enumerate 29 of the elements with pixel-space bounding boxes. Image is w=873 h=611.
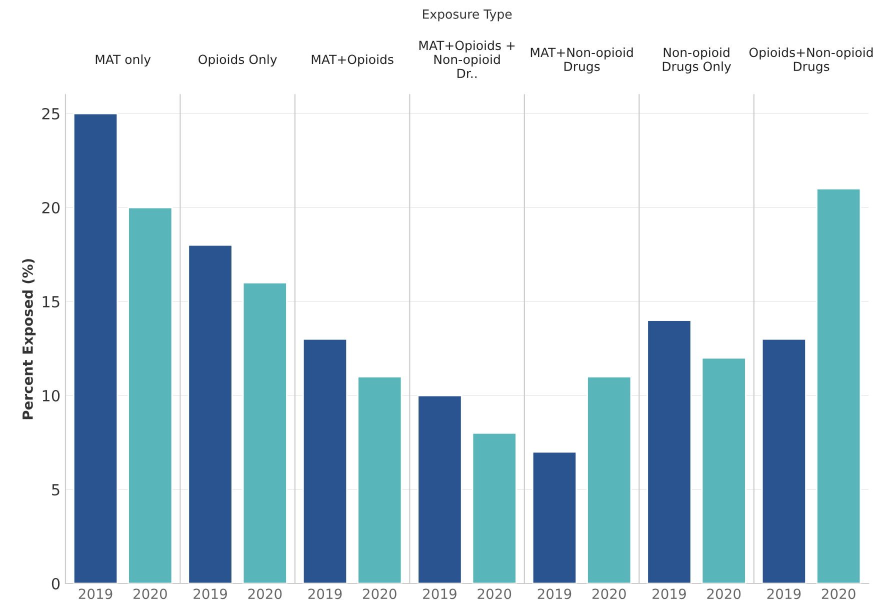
x-tick-label: 2020 [822, 588, 856, 600]
chart-title: Non-opioid Drugs Only [662, 47, 732, 74]
x-tick-label: 2020 [478, 588, 512, 600]
x-tick-label: 2020 [707, 588, 741, 600]
chart-title: MAT+Opioids [312, 54, 394, 67]
chart-title: Opioids Only [198, 54, 277, 67]
x-tick-label: 2019 [308, 588, 342, 600]
x-tick-label: 2019 [423, 588, 456, 600]
y-axis-title: Percent Exposed (%) [22, 259, 36, 420]
chart-title: MAT+Non-opioid Drugs [530, 47, 633, 74]
x-tick-label: 2019 [767, 588, 801, 600]
text: Exposure Type [423, 10, 512, 22]
y-tick-label: 0 [52, 578, 60, 590]
y-tick-label: 5 [52, 484, 60, 496]
x-tick-label: 2020 [592, 588, 626, 600]
y-tick-label: 10 [42, 390, 60, 402]
chart-title: Opioids+Non-opioid Drugs [749, 47, 873, 74]
chart-title: MAT+Opioids + Non-opioid Dr.. [419, 40, 515, 78]
x-tick-label: 2020 [248, 588, 282, 600]
x-tick-label: 2019 [194, 588, 227, 600]
chart-title: MAT only [96, 54, 151, 67]
y-tick-label: 15 [42, 296, 60, 308]
x-tick-label: 2019 [538, 588, 572, 600]
x-tick-label: 2019 [78, 588, 112, 600]
x-tick-label: 2020 [134, 588, 167, 600]
y-tick-label: 20 [42, 202, 60, 214]
x-tick-label: 2019 [652, 588, 686, 600]
x-tick-label: 2020 [362, 588, 396, 600]
y-tick-label: 25 [42, 108, 60, 120]
